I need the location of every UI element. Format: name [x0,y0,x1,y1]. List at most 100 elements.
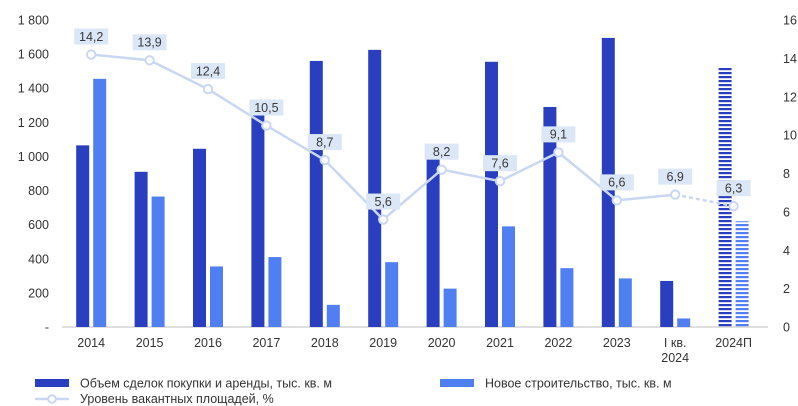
vacancy-data-label: 8,2 [433,145,450,159]
legend: Объем сделок покупки и аренды, тыс. кв. … [35,377,672,406]
bar-new-construction [502,226,515,327]
vacancy-data-label: 7,6 [491,156,508,170]
y-right-tick-label: 8 [783,167,790,181]
x-tick-label: 2021 [486,336,514,350]
y-left-tick-label: 1 600 [18,48,49,62]
bars [76,37,749,328]
y-right-tick-label: 14 [783,52,797,66]
legend-swatch-new-construction [440,379,474,387]
vacancy-label-box [716,180,751,197]
y-right-tick-label: 2 [783,282,790,296]
vacancy-data-label: 8,7 [316,135,333,149]
x-tick-label: 2020 [428,336,456,350]
vacancy-point [319,154,330,166]
y-left-tick-label: 400 [28,252,49,266]
legend-item-new-construction: Новое строительство, тыс. кв. м [440,377,672,391]
vacancy-point [86,49,97,60]
legend-item-deals: Объем сделок покупки и аренды, тыс. кв. … [35,377,332,391]
y-axis-left: - 200 400 600 800 1 000 1 200 1 400 1 600 1 800 [18,14,49,335]
vacancy-point [202,83,214,95]
legend-label-vacancy: Уровень вакантных площадей, % [80,392,274,406]
y-left-tick-label: 1 200 [18,116,49,130]
bar-new-construction [560,268,574,327]
vacancy-point [378,214,389,225]
vacancy-label-box [599,174,634,191]
x-tick-label: 2016 [194,336,222,350]
x-tick-label: 2022 [544,336,572,350]
y-right-tick-label: 6 [783,205,790,219]
x-tick-label: 2014 [77,336,105,350]
bar-deals [368,49,382,327]
vacancy-label-box [191,63,225,80]
bar-new-construction [677,318,691,327]
bar-deals [660,280,674,327]
vacancy-data-label: 6,6 [608,176,625,190]
vacancy-point [728,200,739,212]
bar-deals [134,171,148,327]
bar-deals [193,148,206,327]
bar-deals [718,67,732,327]
vacancy-line-forecast-segment [674,193,734,208]
vacancy-point [436,164,447,175]
y-right-tick-label: 10 [783,129,797,143]
vacancy-point [494,175,506,187]
x-tick-label-line2: 2024 [661,351,689,365]
vacancy-label-box [307,134,342,151]
bar-new-construction [326,304,340,327]
vacancy-label-box [541,126,576,143]
y-axis-right: 0 2 4 6 8 10 12 14 16 [783,14,797,335]
bar-deals [76,145,90,327]
x-tick-label: I кв. [664,336,687,350]
y-left-tick-label: 600 [28,218,49,232]
bar-new-construction [385,262,399,327]
vacancy-data-label: 6,3 [725,181,742,195]
y-right-tick-label: 12 [783,90,797,104]
bar-deals [426,153,440,327]
x-tick-label: 2018 [311,336,339,350]
y-left-tick-label: 1 000 [18,150,49,164]
x-tick-label: 2017 [252,336,280,350]
vacancy-label-box [249,99,284,116]
x-axis-labels: 2014 2015 2016 2017 2018 2019 2020 2021 2022 2023… [77,336,752,365]
y-right-tick-label: 0 [783,321,790,335]
bar-new-construction [151,196,165,327]
bar-deals [543,106,557,327]
bar-new-construction [618,278,632,327]
vacancy-line: 14,2 13,9 12,4 10,5 8,7 5,6 8,2 7,6 9,1 6,6 6,9 6,3 [74,28,751,225]
vacancy-data-label: 9,1 [550,128,567,142]
vacancy-data-label: 13,9 [137,36,161,50]
y-left-tick-label: 800 [28,184,49,198]
y-left-tick-label: 1 800 [18,14,49,28]
vacancy-point [261,120,272,131]
x-tick-label: 2023 [603,336,631,350]
vacancy-label-box [424,143,459,160]
legend-label-new-construction: Новое строительство, тыс. кв. м [485,377,672,391]
bar-new-construction [93,78,107,327]
bar-new-construction [268,257,282,327]
y-left-tick-label: - [45,321,49,335]
bar-deals [251,110,265,328]
vacancy-point [670,189,681,200]
bar-deals [485,61,498,328]
vacancy-label-box [483,155,517,172]
legend-label-deals: Объем сделок покупки и аренды, тыс. кв. … [80,377,332,391]
vacancy-data-label: 12,4 [196,64,220,78]
y-right-tick-label: 4 [783,244,790,258]
vacancy-data-label: 10,5 [254,101,278,115]
legend-item-vacancy: Уровень вакантных площадей, % [35,392,274,406]
bar-new-construction [443,288,457,327]
bar-new-construction [210,266,223,327]
vacancy-point [611,195,622,206]
bar-new-construction [735,221,749,327]
y-left-tick-label: 200 [28,286,49,300]
vacancy-point [553,147,564,158]
vacancy-data-label: 6,9 [667,170,684,184]
vacancy-label-box [658,168,693,185]
legend-swatch-deals [35,379,69,387]
vacancy-data-label: 5,6 [375,195,392,209]
vacancy-data-label: 14,2 [79,30,103,44]
y-left-tick-label: 1 400 [18,82,49,96]
x-tick-label: 2019 [369,336,397,350]
vacancy-point [144,55,155,66]
